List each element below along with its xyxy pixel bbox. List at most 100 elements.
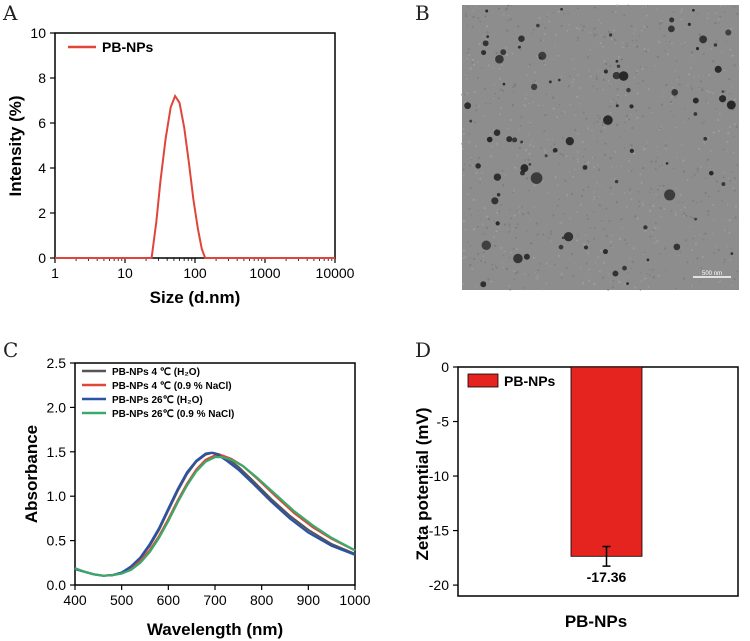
x-tick-label-c: 500 (110, 592, 134, 608)
tem-noise (694, 242, 697, 245)
tem-noise (623, 192, 626, 195)
nanoparticle (486, 35, 490, 39)
tem-noise (529, 152, 532, 155)
tem-noise (598, 19, 600, 21)
tem-noise (587, 252, 590, 255)
tem-noise (659, 207, 662, 210)
tem-noise (599, 249, 603, 252)
nanoparticle (536, 23, 540, 28)
tem-noise (528, 102, 530, 105)
tem-noise (655, 193, 657, 196)
tem-noise (633, 76, 636, 79)
tem-noise (572, 175, 575, 178)
tem-noise (636, 45, 639, 48)
tem-noise (682, 159, 685, 162)
x-tick-label-c: 700 (203, 592, 227, 608)
tem-noise (632, 152, 635, 155)
tem-noise (481, 171, 483, 174)
tem-noise (713, 218, 715, 221)
tem-noise (508, 230, 511, 233)
tem-noise (566, 194, 569, 197)
tem-noise (698, 86, 701, 89)
y-tick-label-d: -15 (429, 523, 449, 539)
tem-noise (493, 220, 495, 223)
tem-noise (723, 229, 726, 232)
tem-noise (491, 268, 494, 271)
tem-noise (469, 164, 472, 167)
tem-noise (599, 185, 601, 187)
nanoparticle (464, 102, 472, 110)
tem-noise (607, 30, 610, 33)
tem-noise (730, 27, 733, 30)
tem-noise (655, 146, 658, 148)
tem-noise (589, 31, 591, 34)
tem-noise (717, 249, 720, 252)
tem-noise (616, 88, 619, 91)
nanoparticle (502, 82, 506, 86)
tem-noise (596, 140, 598, 143)
tem-noise (547, 191, 550, 194)
tem-noise (656, 240, 659, 243)
data-label-bar: -17.36 (587, 569, 627, 585)
tem-noise (565, 266, 568, 269)
tem-noise (514, 227, 517, 229)
tem-noise (634, 286, 637, 289)
tem-noise (650, 111, 653, 114)
tem-noise (644, 277, 647, 280)
tem-noise (633, 215, 637, 218)
tem-noise (646, 272, 648, 275)
tem-noise (508, 256, 511, 259)
tem-noise (462, 168, 465, 171)
tem-noise (516, 271, 519, 274)
tem-noise (471, 61, 474, 64)
tem-noise (560, 277, 563, 279)
tem-noise (492, 97, 494, 100)
tem-noise (577, 160, 580, 163)
tem-noise (722, 148, 725, 151)
tem-noise (726, 140, 729, 143)
tem-noise (612, 286, 614, 289)
tem-noise (707, 136, 710, 139)
nanoparticle (548, 80, 552, 84)
tem-noise (479, 20, 482, 23)
tem-noise (658, 165, 661, 167)
tem-noise (656, 55, 659, 59)
tem-noise (515, 236, 518, 239)
tem-noise (649, 209, 652, 213)
y-tick-label-a: 6 (38, 115, 46, 131)
tem-noise (478, 42, 481, 45)
tem-noise (659, 127, 662, 129)
tem-noise (643, 47, 646, 50)
tem-noise (728, 219, 731, 222)
tem-noise (733, 189, 736, 192)
tem-noise (462, 147, 465, 150)
tem-noise (502, 254, 504, 257)
tem-noise (718, 112, 721, 115)
tem-noise (586, 127, 590, 130)
tem-noise (502, 184, 505, 187)
tem-noise (681, 18, 683, 20)
tem-noise (680, 209, 682, 211)
tem-noise (689, 67, 692, 70)
nanoparticle (481, 50, 487, 56)
tem-noise (658, 41, 661, 44)
tem-noise (599, 41, 602, 45)
tem-noise (466, 101, 469, 103)
tem-noise (624, 94, 627, 97)
tem-noise (553, 45, 556, 47)
tem-noise (508, 285, 511, 287)
tem-noise (556, 184, 559, 186)
tem-noise (489, 155, 493, 158)
tem-noise (680, 8, 683, 11)
tem-noise (552, 214, 555, 217)
tem-noise (543, 62, 545, 65)
tem-noise (617, 95, 620, 98)
tem-noise (602, 73, 604, 75)
tem-noise (507, 127, 509, 130)
tem-noise (609, 244, 612, 247)
tem-noise (512, 91, 515, 93)
tem-noise (609, 83, 612, 86)
tem-noise (736, 163, 738, 166)
nanoparticle (495, 221, 500, 226)
tem-noise (610, 37, 613, 41)
